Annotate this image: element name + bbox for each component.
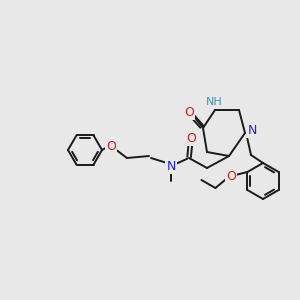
Text: O: O: [226, 169, 236, 182]
Text: N: N: [247, 124, 257, 136]
Text: O: O: [106, 140, 116, 152]
Text: O: O: [184, 106, 194, 118]
Text: O: O: [186, 131, 196, 145]
Text: N: N: [166, 160, 176, 172]
Text: NH: NH: [206, 97, 222, 107]
